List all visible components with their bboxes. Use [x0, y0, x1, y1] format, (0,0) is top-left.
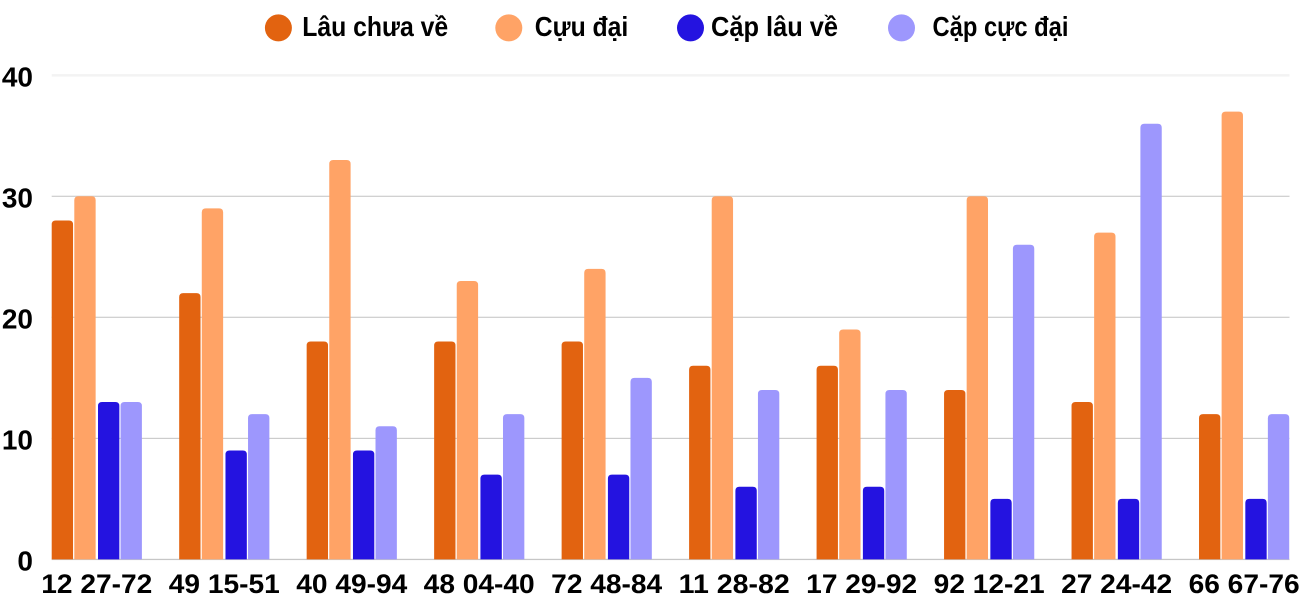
- svg-text:66 67-76: 66 67-76: [1189, 569, 1300, 599]
- svg-text:17 29-92: 17 29-92: [806, 569, 917, 599]
- svg-text:92 12-21: 92 12-21: [934, 569, 1045, 599]
- svg-text:12 27-72: 12 27-72: [41, 569, 152, 599]
- svg-text:11 28-82: 11 28-82: [679, 569, 790, 599]
- svg-text:10: 10: [2, 425, 33, 456]
- svg-text:40: 40: [2, 62, 33, 93]
- svg-text:0: 0: [17, 546, 33, 577]
- svg-text:40 49-94: 40 49-94: [296, 569, 407, 599]
- svg-text:20: 20: [2, 304, 33, 335]
- svg-text:72 48-84: 72 48-84: [551, 569, 662, 599]
- svg-text:49 15-51: 49 15-51: [169, 569, 280, 599]
- svg-text:Lâu chưa về: Lâu chưa về: [302, 11, 448, 42]
- svg-text:48 04-40: 48 04-40: [424, 569, 535, 599]
- svg-text:27 24-42: 27 24-42: [1061, 569, 1172, 599]
- svg-text:Cựu đại: Cựu đại: [535, 11, 629, 42]
- svg-text:Cặp cực đại: Cặp cực đại: [933, 11, 1069, 42]
- svg-text:Cặp lâu về: Cặp lâu về: [711, 11, 838, 42]
- svg-text:30: 30: [2, 183, 33, 214]
